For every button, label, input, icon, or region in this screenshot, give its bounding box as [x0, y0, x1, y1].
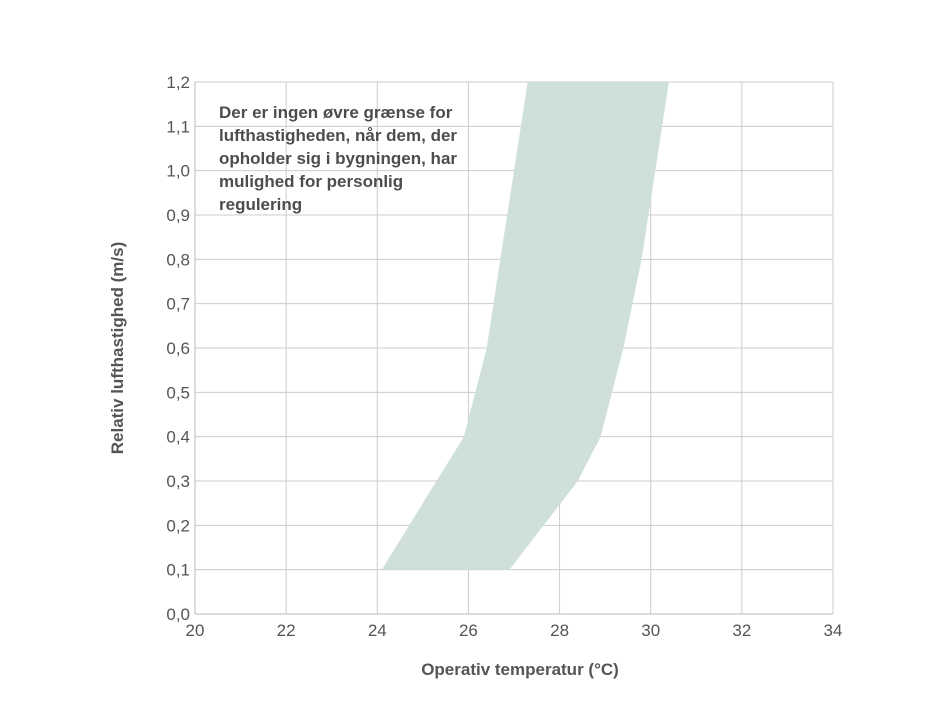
- x-tick-label: 32: [732, 621, 751, 640]
- x-tick-label: 26: [459, 621, 478, 640]
- annotation-line: regulering: [219, 195, 302, 214]
- axes: [194, 82, 833, 615]
- x-tick-label: 28: [550, 621, 569, 640]
- y-tick-label: 0,0: [166, 605, 190, 624]
- y-tick-label: 0,3: [166, 472, 190, 491]
- y-tick-label: 0,6: [166, 339, 190, 358]
- x-tick-label: 30: [641, 621, 660, 640]
- y-tick-label: 1,0: [166, 162, 190, 181]
- y-tick-label: 1,1: [166, 117, 190, 136]
- comfort-band-area: [381, 82, 669, 570]
- y-tick-label: 0,1: [166, 561, 190, 580]
- y-tick-label: 0,9: [166, 206, 190, 225]
- y-tick-label: 1,2: [166, 73, 190, 92]
- y-axis-title: Relativ lufthastighed (m/s): [108, 242, 127, 455]
- x-tick-label: 22: [277, 621, 296, 640]
- x-tick-label: 20: [186, 621, 205, 640]
- x-tick-label: 34: [824, 621, 843, 640]
- x-tick-labels: 20 22 24 26 28 30 32 34: [186, 621, 843, 640]
- annotation-line: mulighed for personlig: [219, 172, 403, 191]
- y-tick-label: 0,4: [166, 428, 190, 447]
- annotation-line: Der er ingen øvre grænse for: [219, 103, 453, 122]
- y-tick-label: 0,2: [166, 516, 190, 535]
- y-tick-label: 0,7: [166, 295, 190, 314]
- y-tick-labels: 0,0 0,1 0,2 0,3 0,4 0,5 0,6 0,7 0,8 0,9 1,0 1,1 1,2: [166, 73, 190, 624]
- y-tick-label: 0,5: [166, 383, 190, 402]
- x-axis-title: Operativ temperatur (°C): [421, 660, 619, 679]
- y-tick-label: 0,8: [166, 250, 190, 269]
- x-tick-label: 24: [368, 621, 387, 640]
- annotation-text: Der er ingen øvre grænse for lufthastigh…: [219, 103, 457, 214]
- annotation-line: lufthastigheden, når dem, der: [219, 126, 457, 145]
- annotation-line: opholder sig i bygningen, har: [219, 149, 457, 168]
